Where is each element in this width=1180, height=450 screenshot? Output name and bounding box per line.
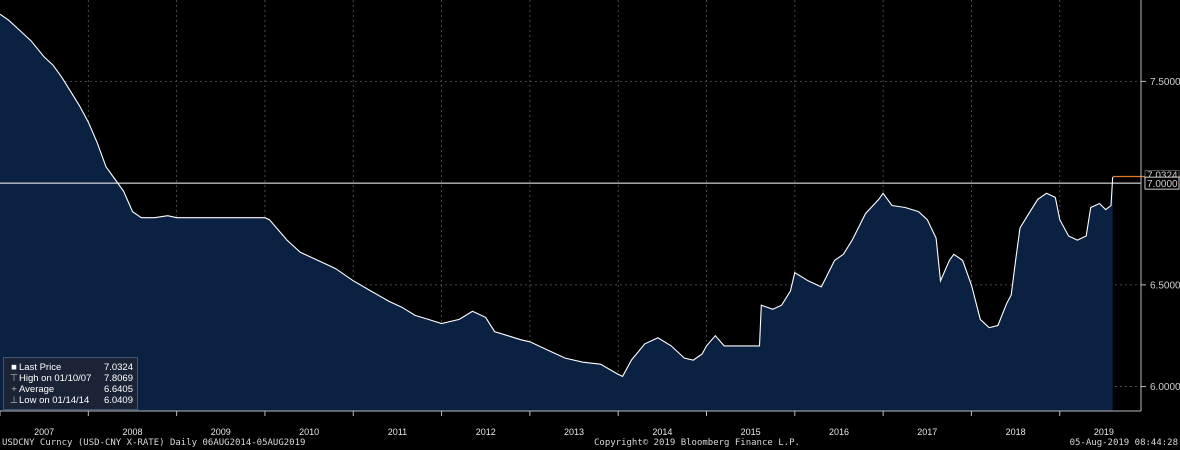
average-marker-icon: + xyxy=(11,384,17,395)
legend-value: 7.0324 xyxy=(103,362,133,373)
legend-value: 6.0409 xyxy=(103,395,133,406)
price-line xyxy=(0,13,1114,378)
x-tick-label: 2013 xyxy=(564,427,584,437)
y-axis-ticks: 6.0000 6.5000 7.5000 xyxy=(1141,77,1180,393)
x-tick-label: 2009 xyxy=(211,427,231,437)
reference-tag-box xyxy=(1144,176,1180,190)
legend-value: 6.6405 xyxy=(103,384,133,395)
x-tick-label: 2012 xyxy=(476,427,496,437)
x-axis-ticks: 2007 2008 2009 2010 2011 2012 2013 2014 2015 2016… xyxy=(0,411,1114,437)
last-price-tag-label: 7.0324 xyxy=(1147,171,1178,182)
footer-copyright: Copyright© 2019 Bloomberg Finance L.P. xyxy=(594,438,800,448)
reference-tag-label: 7.0000 xyxy=(1147,179,1178,190)
x-tick-label: 2018 xyxy=(1006,427,1026,437)
y-tick-label: 6.0000 xyxy=(1150,382,1180,393)
footer-timestamp: 05-Aug-2019 08:44:28 xyxy=(1069,438,1178,448)
legend-row-average: + Average 6.6405 xyxy=(4,384,137,395)
x-tick-label: 2016 xyxy=(829,427,849,437)
legend-row-high: ⊤ High on 01/10/07 7.8069 xyxy=(4,373,137,384)
legend-box: ■ Last Price 7.0324 ⊤ High on 01/10/07 7… xyxy=(3,357,138,410)
legend-label: High on 01/10/07 xyxy=(19,373,92,384)
x-tick-label: 2019 xyxy=(1094,427,1114,437)
legend-label: Low on 01/14/14 xyxy=(19,395,90,406)
legend-label: Average xyxy=(19,384,55,395)
footer-instrument: USDCNY Curncy (USD-CNY X-RATE) Daily 06A… xyxy=(2,438,306,448)
low-marker-icon: ⊥ xyxy=(9,395,19,406)
x-tick-label: 2011 xyxy=(388,427,407,437)
x-tick-label: 2007 xyxy=(34,427,54,437)
x-tick-label: 2014 xyxy=(652,427,672,437)
x-tick-label: 2017 xyxy=(917,427,937,437)
legend-label: Last Price xyxy=(19,362,62,373)
legend-value: 7.8069 xyxy=(103,373,133,384)
x-tick-label: 2015 xyxy=(741,427,761,437)
price-area-fill xyxy=(0,14,1113,411)
y-tick-label: 6.5000 xyxy=(1150,280,1180,291)
y-tick-label: 7.5000 xyxy=(1150,77,1180,88)
legend-square-icon: ■ xyxy=(11,362,17,373)
legend-row-low: ⊥ Low on 01/14/14 6.0409 xyxy=(4,395,137,406)
high-marker-icon: ⊤ xyxy=(9,373,19,384)
legend-row-last-price: ■ Last Price 7.0324 xyxy=(4,362,137,373)
x-tick-label: 2010 xyxy=(299,427,319,437)
x-tick-label: 2008 xyxy=(122,427,142,437)
